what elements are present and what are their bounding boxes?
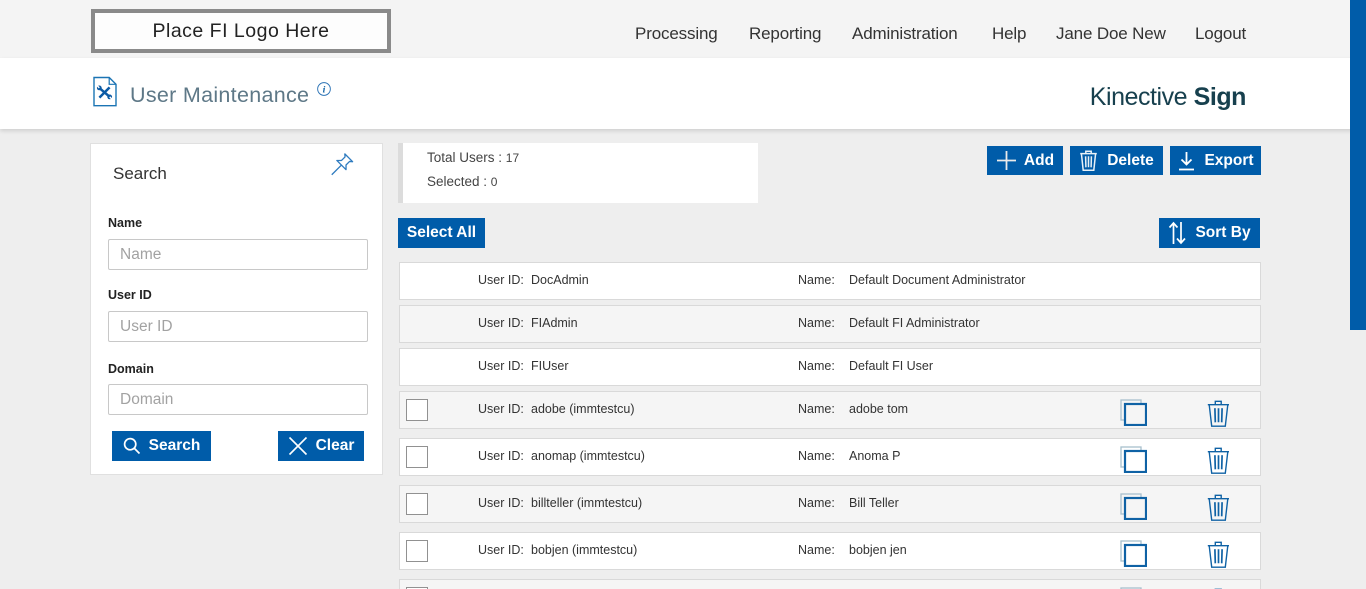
svg-text:i: i <box>323 84 326 95</box>
